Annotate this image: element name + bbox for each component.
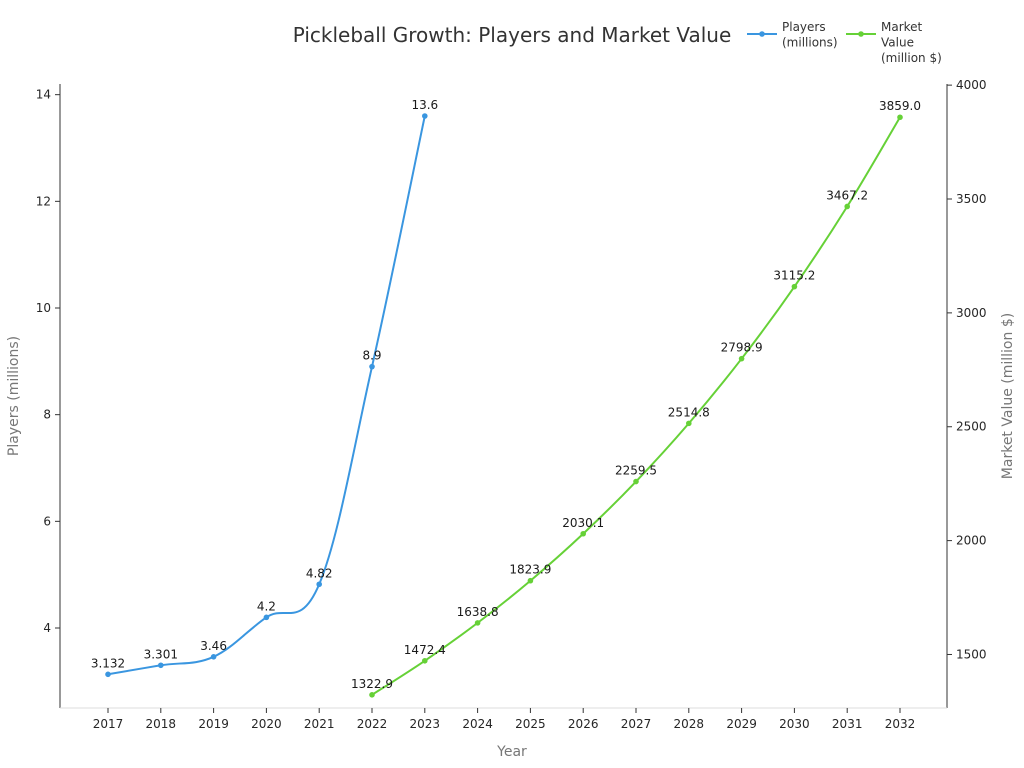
series-1-point xyxy=(210,654,217,660)
series-2-data-label: 2030.1 xyxy=(562,516,604,530)
series-2-data-label: 1823.9 xyxy=(509,563,551,577)
series-1-data-label: 4.2 xyxy=(257,599,276,613)
x-tick-label: 2028 xyxy=(674,717,705,731)
series-2-point xyxy=(897,114,903,121)
series-1-point xyxy=(158,662,164,669)
series-2-data-label: 2798.9 xyxy=(721,341,763,355)
legend-item-2: Market Value(million $) xyxy=(846,20,942,65)
series-2 xyxy=(369,114,903,698)
axes: 2017 2018 2019 2020 2021 2022 2023 2024 2025 2026… xyxy=(6,78,1016,760)
series-2-line xyxy=(371,116,901,696)
right-y-tick-label: 4000 xyxy=(956,78,987,92)
legend-swatch-marker xyxy=(858,31,864,37)
x-tick-label: 2017 xyxy=(93,717,124,731)
x-tick-label: 2018 xyxy=(146,717,177,731)
series-2-data-label: 1472.4 xyxy=(404,643,446,657)
legend-label: (million $) xyxy=(881,51,942,65)
left-y-tick-label: 12 xyxy=(36,194,51,208)
series-2-data-label: 2514.8 xyxy=(668,405,710,419)
series-2-point xyxy=(527,577,534,584)
left-y-tick-label: 6 xyxy=(43,514,51,528)
series-2-point xyxy=(791,283,798,290)
legend-label: Value xyxy=(881,36,914,50)
series-2-point xyxy=(474,620,481,626)
series-1-point xyxy=(369,363,375,370)
series-1-data-label: 4.82 xyxy=(306,566,333,580)
series-2-data-label: 1322.9 xyxy=(351,677,393,691)
series-2-point xyxy=(422,657,428,664)
x-tick-label: 2021 xyxy=(304,717,335,731)
series-2-data-label: 3115.2 xyxy=(773,269,815,283)
legend-label: Players xyxy=(782,20,826,34)
series-1-data-label: 3.301 xyxy=(144,647,178,661)
series-2-point xyxy=(633,478,639,485)
right-y-tick-label: 2000 xyxy=(956,534,987,548)
right-y-tick-label: 3500 xyxy=(956,192,987,206)
series-2-data-label: 2259.5 xyxy=(615,464,657,478)
series-2-data-label: 3859.0 xyxy=(879,99,921,113)
series-1 xyxy=(105,113,428,678)
series-2-point xyxy=(844,203,850,210)
x-tick-label: 2022 xyxy=(357,717,388,731)
left-y-tick-label: 4 xyxy=(43,621,51,635)
left-y-tick-label: 8 xyxy=(43,408,51,422)
x-tick-label: 2023 xyxy=(410,717,441,731)
series-2-point xyxy=(686,420,692,427)
x-tick-label: 2032 xyxy=(885,717,916,731)
series-group xyxy=(105,113,903,698)
legend-item-1: Players (millions) xyxy=(747,20,838,50)
x-tick-label: 2019 xyxy=(198,717,229,731)
data-labels: 3.132 3.301 3.46 4.2 4.82 8.9 13.6 1322.9 1472.4… xyxy=(91,98,921,691)
x-tick-label: 2031 xyxy=(832,717,863,731)
series-1-point xyxy=(422,113,428,119)
right-axis-title: Market Value (million $) xyxy=(1000,313,1016,479)
x-tick-label: 2025 xyxy=(515,717,546,731)
x-tick-label: 2030 xyxy=(779,717,810,731)
series-1-point xyxy=(105,671,111,678)
series-1-point xyxy=(316,581,323,588)
legend: Players (millions) Market Value(million $) xyxy=(747,20,942,65)
right-y-tick-label: 3000 xyxy=(956,306,987,320)
x-tick-label: 2029 xyxy=(726,717,757,731)
series-2-point xyxy=(369,692,375,698)
legend-label: (millions) xyxy=(782,36,838,50)
series-1-data-label: 13.6 xyxy=(411,98,438,112)
series-1-point xyxy=(263,614,270,621)
series-1-line xyxy=(107,115,426,676)
left-y-tick-label: 10 xyxy=(36,301,51,315)
x-tick-label: 2027 xyxy=(621,717,652,731)
series-1-data-label: 3.132 xyxy=(91,656,125,670)
series-2-point xyxy=(738,355,745,362)
legend-swatch-marker xyxy=(759,31,765,37)
x-tick-label: 2026 xyxy=(568,717,599,731)
series-2-point xyxy=(580,530,586,537)
right-y-tick-label: 2500 xyxy=(956,420,987,434)
series-2-data-label: 1638.8 xyxy=(457,605,499,619)
series-1-data-label: 3.46 xyxy=(200,639,227,653)
chart-title: Pickleball Growth: Players and Market Va… xyxy=(293,23,732,47)
series-1-data-label: 8.9 xyxy=(362,349,381,363)
x-axis-title: Year xyxy=(496,744,527,760)
left-y-tick-label: 14 xyxy=(36,88,51,102)
right-y-tick-label: 1500 xyxy=(956,647,987,661)
x-tick-label: 2020 xyxy=(251,717,282,731)
x-tick-label: 2024 xyxy=(462,717,493,731)
left-axis-title: Players (millions) xyxy=(6,336,22,456)
series-2-data-label: 3467.2 xyxy=(826,188,868,202)
legend-label: Market xyxy=(881,20,923,34)
